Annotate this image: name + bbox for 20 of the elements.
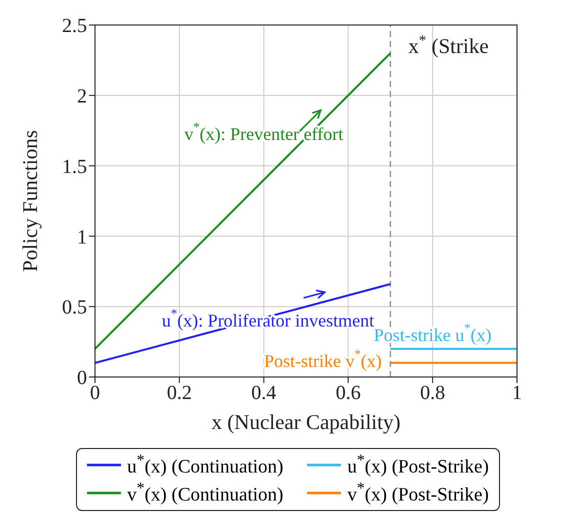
y-tick-label: 2 xyxy=(77,86,87,108)
legend-label: v$^{*}$(x) (Post-Strike) xyxy=(347,480,489,507)
annotation: Post-strike u$^{*}$(x) xyxy=(374,320,492,345)
x-tick-label: 0.4 xyxy=(251,382,276,404)
legend-label: v$^{*}$(x) (Continuation) xyxy=(127,480,284,507)
legend-label: u$^{*}$(x) (Continuation) xyxy=(127,452,284,478)
x-tick-label: 0.6 xyxy=(336,382,361,404)
y-tick-label: 1 xyxy=(77,226,87,248)
y-tick-label: 0.5 xyxy=(62,296,87,319)
y-tick-label: 2.5 xyxy=(62,15,87,38)
y-tick-label: 0 xyxy=(77,367,87,390)
x-axis-title: x (Nuclear Capability) xyxy=(212,410,400,434)
legend-label: u$^{*}$(x) (Post-Strike) xyxy=(347,452,489,478)
y-tick-label: 1.5 xyxy=(62,156,87,178)
x-tick-label: 1 xyxy=(512,382,522,404)
x-tick-label: 0.2 xyxy=(166,382,192,404)
x-tick-label: 0.8 xyxy=(420,382,446,404)
y-axis-title: Policy Functions xyxy=(18,130,42,272)
ref-line-label: x$^{*}$ (Strike xyxy=(408,33,489,58)
annotation: Post-strike v$^{*}$(x) xyxy=(264,347,382,372)
